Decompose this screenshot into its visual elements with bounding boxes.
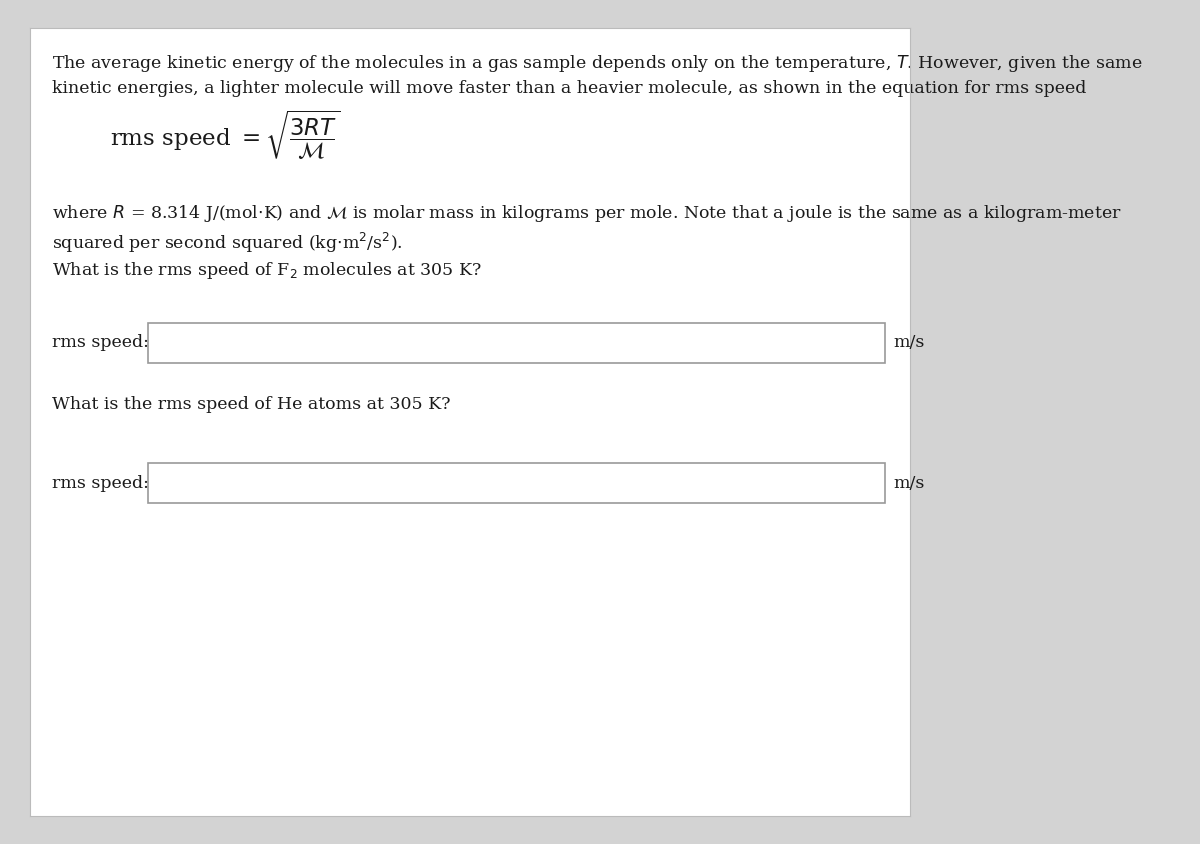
Text: rms speed:: rms speed:: [52, 334, 149, 351]
Text: squared per second squared (kg$\cdot$m$^2$/s$^2$).: squared per second squared (kg$\cdot$m$^…: [52, 231, 403, 255]
Text: kinetic energies, a lighter molecule will move faster than a heavier molecule, a: kinetic energies, a lighter molecule wil…: [52, 80, 1086, 97]
Text: m/s: m/s: [893, 474, 924, 491]
Text: where $\mathit{R}$ = 8.314 J/(mol$\cdot$K) and $\mathcal{M}$ is molar mass in ki: where $\mathit{R}$ = 8.314 J/(mol$\cdot$…: [52, 203, 1122, 224]
Text: rms speed:: rms speed:: [52, 474, 149, 491]
Text: What is the rms speed of He atoms at 305 K?: What is the rms speed of He atoms at 305…: [52, 396, 450, 413]
Text: rms speed $= \sqrt{\dfrac{3RT}{\mathcal{M}}}$: rms speed $= \sqrt{\dfrac{3RT}{\mathcal{…: [110, 108, 341, 162]
Bar: [148, 463, 884, 503]
Bar: [148, 323, 884, 363]
Text: What is the rms speed of F$_2$ molecules at 305 K?: What is the rms speed of F$_2$ molecules…: [52, 260, 481, 281]
Text: m/s: m/s: [893, 334, 924, 351]
Text: The average kinetic energy of the molecules in a gas sample depends only on the : The average kinetic energy of the molecu…: [52, 53, 1142, 74]
